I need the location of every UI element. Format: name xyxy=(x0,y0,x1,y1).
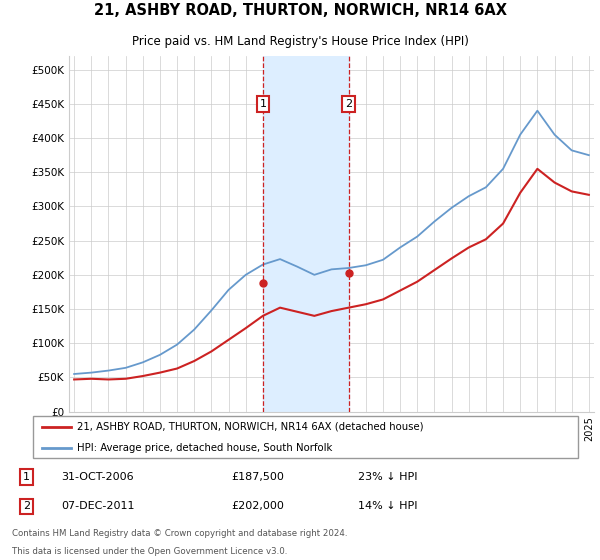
Text: 21, ASHBY ROAD, THURTON, NORWICH, NR14 6AX: 21, ASHBY ROAD, THURTON, NORWICH, NR14 6… xyxy=(94,3,506,18)
Text: 2: 2 xyxy=(345,99,352,109)
Text: 14% ↓ HPI: 14% ↓ HPI xyxy=(358,501,417,511)
Text: 1: 1 xyxy=(259,99,266,109)
Text: 2: 2 xyxy=(23,501,30,511)
Text: £187,500: £187,500 xyxy=(231,472,284,482)
Bar xyxy=(263,56,349,412)
Text: Price paid vs. HM Land Registry's House Price Index (HPI): Price paid vs. HM Land Registry's House … xyxy=(131,35,469,48)
Text: HPI: Average price, detached house, South Norfolk: HPI: Average price, detached house, Sout… xyxy=(77,443,332,453)
Text: £202,000: £202,000 xyxy=(231,501,284,511)
Text: 21, ASHBY ROAD, THURTON, NORWICH, NR14 6AX (detached house): 21, ASHBY ROAD, THURTON, NORWICH, NR14 6… xyxy=(77,422,424,432)
FancyBboxPatch shape xyxy=(33,416,578,459)
Text: This data is licensed under the Open Government Licence v3.0.: This data is licensed under the Open Gov… xyxy=(12,547,287,556)
Text: 1: 1 xyxy=(23,472,30,482)
Text: Contains HM Land Registry data © Crown copyright and database right 2024.: Contains HM Land Registry data © Crown c… xyxy=(12,529,347,538)
Text: 23% ↓ HPI: 23% ↓ HPI xyxy=(358,472,417,482)
Text: 31-OCT-2006: 31-OCT-2006 xyxy=(61,472,134,482)
Text: 07-DEC-2011: 07-DEC-2011 xyxy=(61,501,134,511)
